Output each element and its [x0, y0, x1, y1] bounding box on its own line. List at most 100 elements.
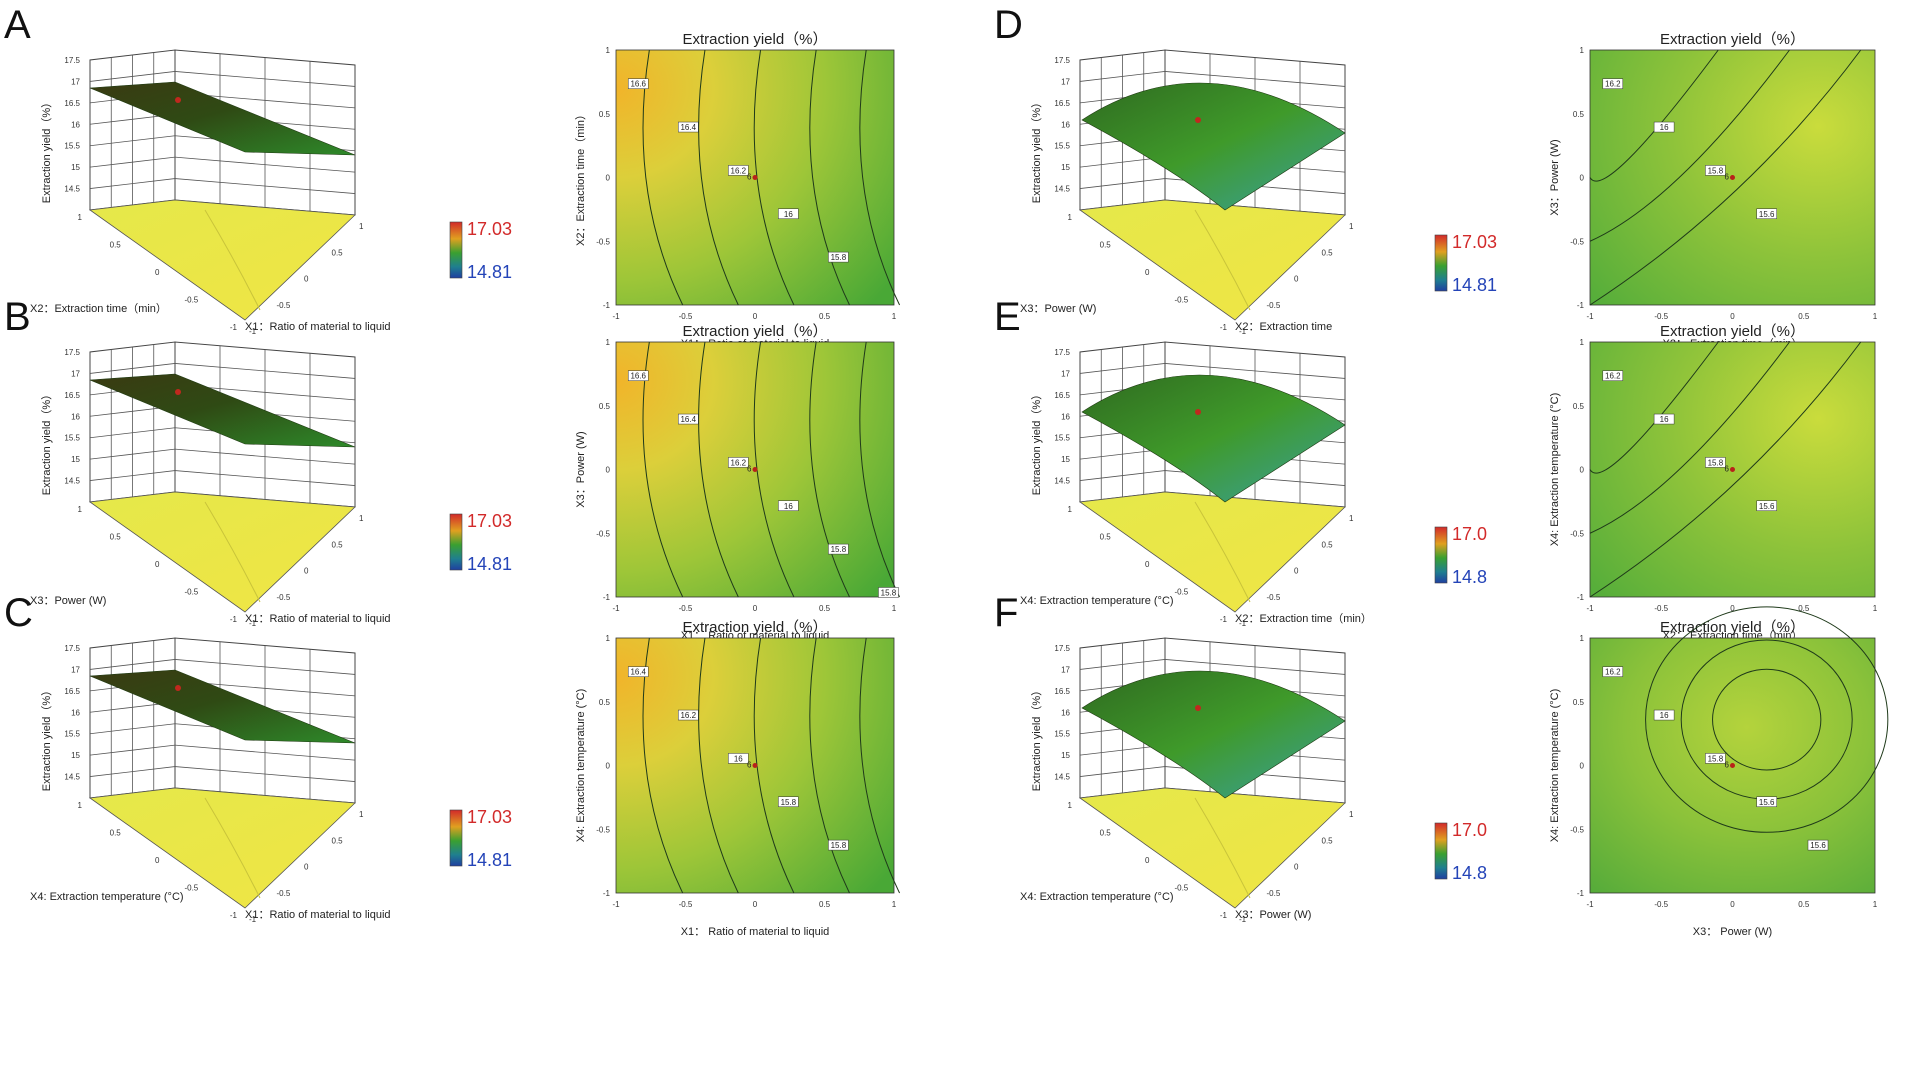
contour-x-tick: 0	[1730, 604, 1735, 613]
contour-x-tick: -0.5	[679, 604, 693, 613]
x-tick: 0.5	[332, 836, 344, 845]
contour-label-box	[1653, 413, 1675, 425]
contour-label: 15.8	[1708, 754, 1724, 763]
contour-x-tick: 0.5	[819, 312, 831, 321]
colorbar-max: 17.03	[1452, 232, 1497, 252]
contour-line	[1712, 668, 1822, 771]
contour-y-tick: 0.5	[599, 402, 611, 411]
y-tick: 0.5	[1100, 829, 1112, 838]
floor-projection	[1078, 491, 1346, 613]
contour-label: 15.8	[831, 545, 847, 554]
y-axis-title: X3：Power (W)	[1020, 303, 1096, 315]
contour-line	[698, 637, 739, 894]
x-tick: 0.5	[332, 248, 344, 257]
z-tick: 15.5	[64, 434, 80, 443]
z-tick: 14.5	[64, 185, 80, 194]
contour-label: 15.8	[881, 588, 897, 597]
z-tick: 17.5	[64, 56, 80, 65]
colorbar-max: 17.0	[1452, 524, 1487, 544]
y-tick: -0.5	[184, 588, 198, 597]
surface-plot: 17.5 17 16.5 16 15.5 15 14.5 -1 -0.5 0 0.5 1 1 0.5 0 -0…	[30, 637, 391, 924]
x-tick: 0	[304, 567, 309, 576]
z-tick: 16.5	[1054, 99, 1070, 108]
contour-label: 16.2	[731, 458, 747, 467]
contour-line	[1589, 341, 1790, 534]
contour-x-tick: 0	[1730, 312, 1735, 321]
y-tick: 1	[78, 801, 83, 810]
center-point	[752, 467, 758, 472]
contour-plot: Extraction yield（%） 16.6 16.4 16.2 16 15.8 6 -1…	[574, 31, 901, 350]
x-tick: 0.5	[1322, 540, 1334, 549]
surface-plot: 17.5 17 16.5 16 15.5 15 14.5 -1 -0.5 0 0.5 1 1 0.5 0 -0…	[1020, 49, 1354, 336]
contour-label: 15.8	[1708, 166, 1724, 175]
contour-y-tick: 1	[1580, 338, 1585, 347]
contour-line	[809, 341, 850, 598]
panel-letter: C	[4, 591, 33, 635]
z-tick: 14.5	[1054, 477, 1070, 486]
contour-x-tick: -0.5	[679, 900, 693, 909]
contour-y-tick: -0.5	[596, 237, 610, 246]
contour-x-tick: 0	[753, 900, 758, 909]
contour-y-tick: -1	[603, 593, 611, 602]
contour-y-tick: -0.5	[1570, 237, 1584, 246]
x-tick: -0.5	[277, 593, 291, 602]
y-tick: 1	[1068, 801, 1073, 810]
contour-label-box	[1602, 370, 1624, 381]
contour-x-title: X3： Power (W)	[1693, 926, 1772, 938]
contour-y-tick: 0.5	[1573, 110, 1585, 119]
y-tick: 0	[1145, 560, 1150, 569]
contour-y-tick: 0	[606, 466, 611, 475]
contour-x-tick: -1	[612, 900, 620, 909]
y-tick: -1	[1220, 911, 1228, 920]
center-point-label: 6	[1725, 465, 1730, 474]
contour-label-box	[1653, 121, 1675, 133]
colorbar-gradient	[1434, 822, 1448, 880]
panel-letter: A	[4, 3, 31, 47]
contour-y-tick: -1	[603, 889, 611, 898]
z-tick: 14.5	[64, 477, 80, 486]
x-tick: 1	[1349, 810, 1354, 819]
floor-contour	[204, 209, 261, 311]
response-surface	[89, 373, 356, 448]
z-tick: 16	[71, 412, 80, 421]
panel-letter: E	[994, 295, 1021, 339]
contour-label-box	[627, 666, 649, 677]
response-surface	[1081, 82, 1346, 211]
contour-label: 15.8	[831, 253, 847, 262]
floor-projection	[1078, 199, 1346, 321]
contour-label: 16.6	[630, 80, 646, 89]
colorbar: 17.03 14.81	[449, 219, 512, 282]
contour-label-box	[728, 165, 749, 176]
colorbar: 17.03 14.81	[449, 807, 512, 870]
x-tick: 1	[359, 810, 364, 819]
y-tick: 0	[1145, 856, 1150, 865]
z-tick: 17	[1061, 369, 1070, 378]
contour-plot: Extraction yield（%） 16.4 16.2 16 15.8 15.8 6 -1…	[575, 619, 901, 938]
contour-y-tick: 0	[1580, 762, 1585, 771]
y-tick: 0	[155, 856, 160, 865]
contour-plot: Extraction yield（%） 16.2 16 15.8 15.6 6 -1 -0.5…	[1549, 323, 1878, 642]
contour-line	[859, 49, 901, 306]
z-tick: 16.5	[1054, 391, 1070, 400]
y-tick: -0.5	[1174, 296, 1188, 305]
colorbar: 17.0 14.8	[1434, 820, 1487, 883]
contour-label-box	[678, 121, 699, 133]
contour-line	[698, 341, 739, 598]
x-tick: -0.5	[1267, 593, 1281, 602]
panel-c: C17.51716.51615.51514.5-1-0.500.5110.50-…	[4, 591, 901, 938]
contour-x-tick: -1	[612, 604, 620, 613]
z-axis-title: Extraction yield（%）	[40, 389, 53, 495]
x-axis-title: X2：Extraction time	[1235, 321, 1332, 333]
surface-plot: 17.5 17 16.5 16 15.5 15 14.5 -1 -0.5 0 0.5 1 1 0.5 0 -0…	[30, 341, 391, 628]
y-tick: 1	[1068, 213, 1073, 222]
contour-label: 15.8	[831, 841, 847, 850]
x-tick: -1	[249, 619, 257, 628]
panel-letter: B	[4, 295, 31, 339]
x-tick: -1	[1239, 915, 1247, 924]
contour-plot: Extraction yield（%） 16.2 16 15.8 15.6 15.6 6 -1…	[1549, 606, 1889, 938]
contour-y-title: X3：Power (W)	[1549, 139, 1561, 215]
response-surface	[1081, 670, 1346, 799]
y-tick: 1	[78, 505, 83, 514]
panel-f: F17.51716.51615.51514.5-1-0.500.5110.50-…	[994, 591, 1889, 938]
z-tick: 16	[71, 708, 80, 717]
